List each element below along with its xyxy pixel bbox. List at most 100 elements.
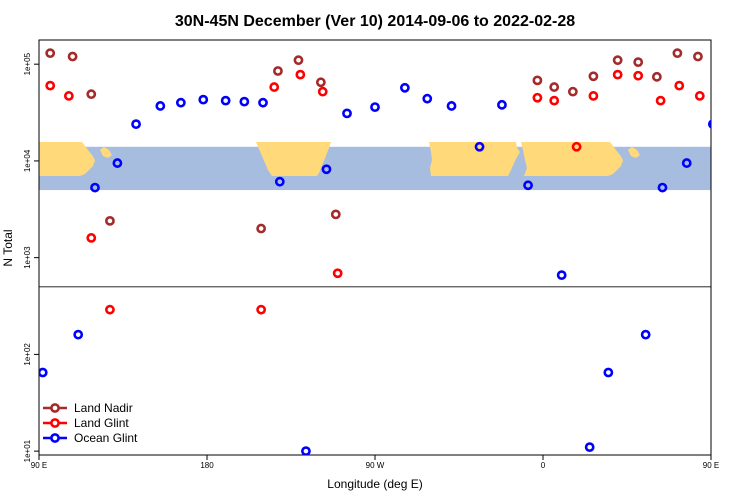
land-nadir-point <box>315 77 326 88</box>
land-nadir-point <box>720 91 727 98</box>
ocean-glint-point <box>155 101 166 111</box>
land-nadir-point <box>672 48 683 59</box>
land-glint-point <box>63 91 74 101</box>
land-nadir-point <box>739 217 746 224</box>
land-glint-point <box>633 70 644 81</box>
ocean-glint-point <box>446 101 457 111</box>
x-tick-label: 180 <box>200 461 214 470</box>
y-axis-label: N Total <box>1 229 15 266</box>
legend-label-land-glint: Land Glint <box>74 416 129 430</box>
land-nadir-point <box>273 66 283 76</box>
ocean-glint-point <box>556 270 567 281</box>
ocean-glint-point <box>657 182 668 193</box>
y-tick-label: 1e+02 <box>23 343 32 366</box>
y-tick-label: 1e+04 <box>23 149 32 172</box>
x-axis: 90 E 180 90 W 0 90 E <box>31 455 719 470</box>
ocean-glint-point <box>342 108 352 119</box>
legend-label-land-nadir: Land Nadir <box>74 401 133 415</box>
map-land <box>39 142 640 176</box>
world-map-band <box>39 142 711 191</box>
land-glint-point <box>694 91 705 101</box>
legend-marker-land-glint <box>50 418 60 428</box>
land-glint-point <box>655 95 666 106</box>
ocean-glint-point <box>681 158 692 168</box>
ocean-glint-point <box>301 446 311 455</box>
land-glint-point <box>256 304 267 315</box>
ocean-glint-point <box>497 99 507 110</box>
data-points <box>39 48 746 455</box>
land-glint-point <box>45 80 56 91</box>
land-nadir-point <box>86 89 97 100</box>
land-glint-point <box>532 92 543 103</box>
ocean-glint-point <box>707 119 711 129</box>
land-glint-point <box>269 82 280 92</box>
x-tick-label: 90 E <box>703 461 719 470</box>
land-nadir-point <box>45 48 56 59</box>
land-nadir-point <box>633 57 644 68</box>
ocean-glint-point <box>39 367 48 378</box>
ocean-glint-point <box>220 95 231 106</box>
ocean-glint-point <box>640 329 651 340</box>
ocean-glint-point <box>112 158 123 168</box>
y-tick-label: 1e+05 <box>23 52 32 75</box>
land-glint-point <box>295 69 306 80</box>
ocean-glint-point <box>370 102 380 113</box>
ocean-glint-point <box>735 101 742 108</box>
map-land-eurasia-africa <box>429 142 520 176</box>
ocean-glint-point <box>90 182 100 193</box>
map-land-asia-1 <box>39 142 95 176</box>
x-axis-label: Longitude (deg E) <box>327 477 422 491</box>
ocean-glint-point <box>274 176 285 187</box>
legend-marker-land-nadir <box>50 403 60 413</box>
land-nadir-point <box>588 71 599 82</box>
ocean-glint-point <box>175 97 186 108</box>
ocean-glint-point <box>584 442 595 453</box>
ocean-glint-point <box>239 96 250 107</box>
land-glint-point <box>571 141 582 152</box>
land-nadir-point <box>567 86 578 97</box>
y-tick-label: 1e+03 <box>23 246 32 269</box>
ocean-glint-point <box>131 119 141 130</box>
ocean-glint-point <box>422 93 433 104</box>
land-glint-point <box>739 306 746 313</box>
land-nadir-point <box>532 75 543 86</box>
map-land-asia-2 <box>521 142 623 176</box>
land-nadir-point <box>612 55 623 66</box>
ocean-glint-point <box>198 94 209 105</box>
ocean-glint-point <box>73 329 84 340</box>
x-tick-label: 90 E <box>31 461 47 470</box>
map-land-north-america <box>256 142 331 176</box>
land-glint-point <box>549 95 560 106</box>
land-glint-point <box>720 234 727 241</box>
legend-marker-ocean-glint <box>50 433 60 443</box>
land-nadir-point <box>549 82 560 92</box>
land-glint-point <box>588 91 599 101</box>
land-glint-point <box>86 233 97 243</box>
land-nadir-point <box>256 223 267 234</box>
y-tick-label: 1e+01 <box>23 439 32 462</box>
map-land-japan-2 <box>628 147 640 158</box>
land-nadir-point <box>330 209 341 220</box>
land-glint-point <box>105 304 115 315</box>
land-nadir-point <box>105 215 115 226</box>
land-glint-point <box>612 69 623 80</box>
land-nadir-point <box>67 51 78 62</box>
legend-label-ocean-glint: Ocean Glint <box>74 431 138 445</box>
map-land-japan-1 <box>100 147 112 158</box>
x-tick-label: 90 W <box>366 461 385 470</box>
land-nadir-point <box>693 51 703 62</box>
ocean-glint-point <box>258 97 268 108</box>
land-glint-point <box>317 86 328 97</box>
ocean-glint-point <box>523 180 533 191</box>
y-axis: 1e+01 1e+02 1e+03 1e+04 1e+05 <box>23 52 39 462</box>
x-tick-label: 0 <box>541 461 546 470</box>
chart-title: 30N-45N December (Ver 10) 2014-09-06 to … <box>175 13 575 30</box>
ocean-glint-point <box>321 164 332 175</box>
land-nadir-point <box>651 71 662 82</box>
ocean-glint-point <box>603 367 614 378</box>
land-glint-point <box>332 268 343 279</box>
land-glint-point <box>674 80 685 91</box>
